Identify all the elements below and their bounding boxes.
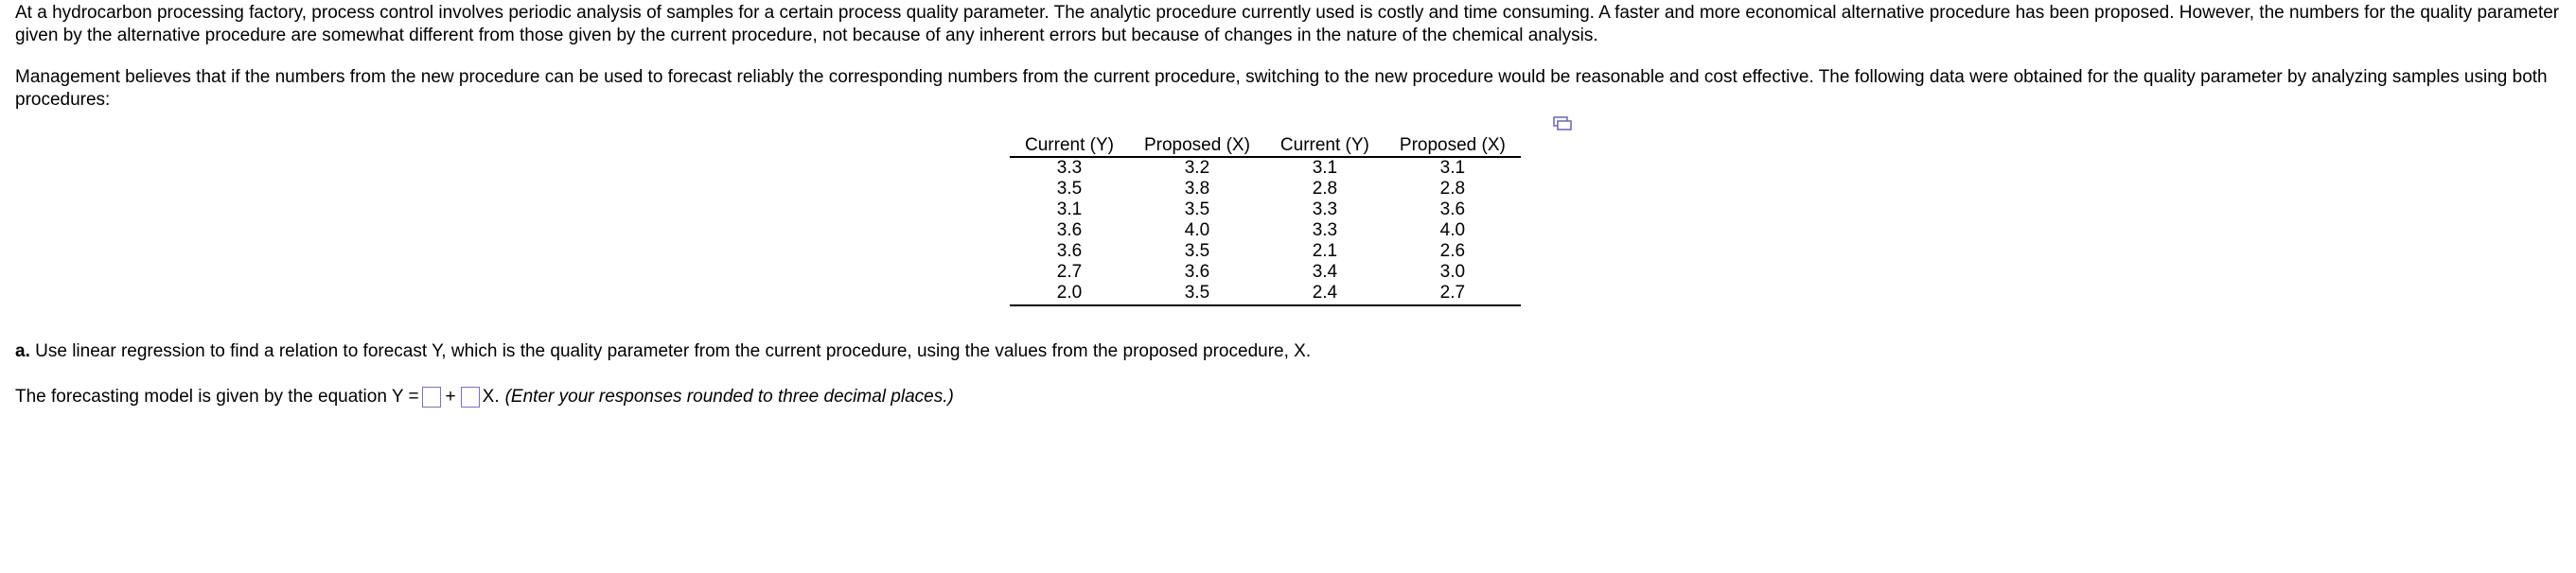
column-header: Current (Y) [1010,133,1129,158]
copy-table-icon[interactable] [1552,115,1573,132]
question-a: a. Use linear regression to find a relat… [15,340,1311,363]
column-header: Current (Y) [1264,133,1385,158]
data-table: Current (Y) Proposed (X) Current (Y) Pro… [1010,133,1521,306]
table-cell: 2.7 [1056,262,1083,282]
table-cell: 3.6 [1056,241,1083,261]
table-cell: 3.8 [1184,179,1210,199]
table-cell: 3.1 [1056,200,1083,219]
slope-answer-box[interactable] [460,387,480,408]
rounding-note: (Enter your responses rounded to three d… [504,387,954,407]
column-header: Proposed (X) [1128,133,1265,158]
table-cell: 3.6 [1056,220,1083,240]
table-cell: 3.5 [1128,283,1265,306]
question-a-label: a. [15,341,30,361]
table-cell: 2.1 [1312,241,1338,261]
table-row: 3.6 3.5 2.1 2.6 [1010,241,1521,262]
intro-paragraph: At a hydrocarbon processing factory, pro… [15,3,2560,45]
table-cell: 3.4 [1312,262,1338,282]
table-row: 2.0 3.5 2.4 2.7 [1010,283,1521,306]
table-cell: 3.2 [1184,158,1210,178]
management-paragraph: Management believes that if the numbers … [15,67,2548,110]
column-header: Proposed (X) [1384,133,1521,158]
table-cell: 3.6 [1439,200,1466,219]
table-cell: 2.4 [1264,283,1385,306]
table-row: 3.1 3.5 3.3 3.6 [1010,200,1521,220]
equation-suffix: X. [482,387,500,407]
table-row: 3.3 3.2 3.1 3.1 [1010,157,1521,179]
table-cell: 4.0 [1184,220,1210,240]
table-cell: 2.7 [1384,283,1521,306]
table-cell: 2.6 [1439,241,1466,261]
table-cell: 2.8 [1312,179,1338,199]
plus-sign: + [445,387,456,407]
table-cell: 3.6 [1184,262,1210,282]
equation-prefix: The forecasting model is given by the eq… [15,387,419,407]
table-cell: 4.0 [1439,220,1466,240]
table-cell: 3.0 [1439,262,1466,282]
table-row: 3.5 3.8 2.8 2.8 [1010,179,1521,200]
table-cell: 3.3 [1056,158,1083,178]
table-header-row: Current (Y) Proposed (X) Current (Y) Pro… [1010,133,1521,158]
table-cell: 3.5 [1184,200,1210,219]
table-row: 2.7 3.6 3.4 3.0 [1010,262,1521,283]
table-row: 3.6 4.0 3.3 4.0 [1010,220,1521,241]
equation-line: The forecasting model is given by the eq… [15,386,954,408]
table-cell: 3.3 [1312,220,1338,240]
table-cell: 3.5 [1056,179,1083,199]
table-cell: 3.1 [1439,158,1466,178]
question-a-text: Use linear regression to find a relation… [35,341,1312,361]
table-cell: 2.8 [1439,179,1466,199]
table-cell: 3.5 [1184,241,1210,261]
table-cell: 2.0 [1010,283,1129,306]
intercept-answer-box[interactable] [421,387,441,408]
table-cell: 3.3 [1312,200,1338,219]
table-cell: 3.1 [1312,158,1338,178]
